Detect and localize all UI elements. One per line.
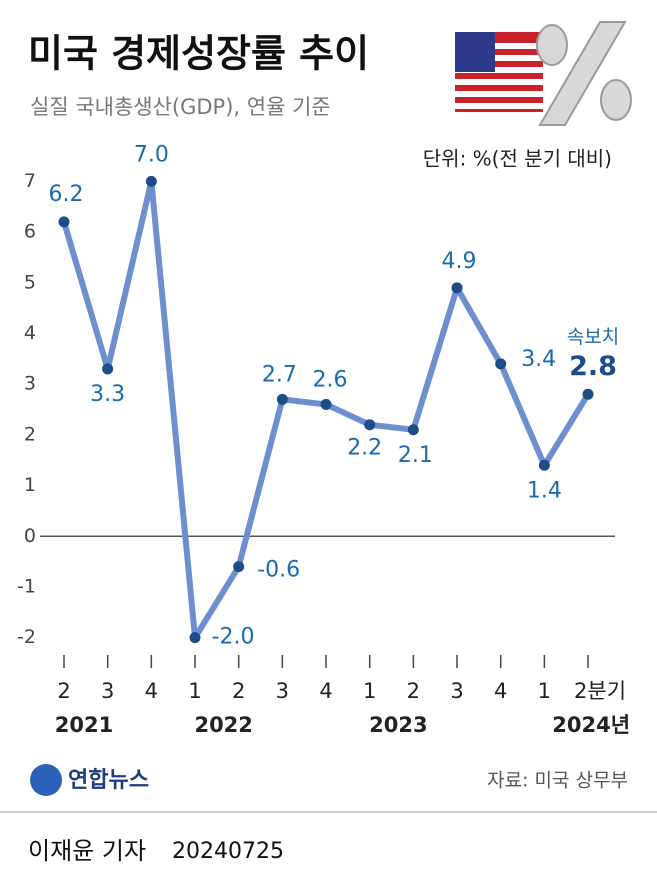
x-tick-label: 3	[450, 679, 463, 703]
logo: 연합뉴스	[30, 764, 149, 796]
unit-note: 단위: %(전 분기 대비)	[423, 147, 612, 171]
data-point	[364, 419, 376, 431]
data-point	[538, 459, 550, 471]
byline: 이재윤 기자	[28, 837, 146, 865]
x-tick-label: 3	[276, 679, 289, 703]
data-point	[320, 398, 332, 410]
y-tick-label: -1	[17, 575, 36, 597]
y-tick-label: 3	[24, 373, 36, 395]
value-label: 2.2	[347, 436, 382, 461]
data-point	[495, 358, 507, 370]
x-tick-label: 2	[232, 679, 245, 703]
y-tick-label: 0	[24, 525, 36, 547]
value-label: 2.6	[313, 367, 348, 392]
y-tick-label: 7	[24, 170, 36, 192]
annotation: 속보치	[567, 326, 619, 348]
data-point	[451, 282, 463, 294]
y-tick-label: 6	[24, 221, 36, 243]
value-label: 2.7	[262, 362, 297, 387]
data-point	[582, 388, 594, 400]
x-tick-label: 2분기	[574, 679, 626, 703]
title: 미국 경제성장률 추이	[28, 32, 369, 76]
y-tick-label: 5	[24, 271, 36, 293]
data-point	[58, 216, 70, 228]
value-label: 2.1	[398, 443, 433, 468]
value-label: 7.0	[134, 142, 169, 167]
data-point	[233, 561, 245, 573]
x-tick-label: 1	[363, 679, 376, 703]
year-label: 2021	[55, 713, 113, 737]
us-flag	[455, 32, 543, 112]
data-point	[145, 175, 157, 187]
x-tick-label: 3	[101, 679, 114, 703]
data-point	[189, 632, 201, 644]
subtitle: 실질 국내총생산(GDP), 연율 기준	[30, 95, 331, 119]
value-label: 2.8	[569, 351, 617, 382]
y-tick-label: 2	[24, 423, 36, 445]
x-tick-label: 4	[319, 679, 332, 703]
y-tick-label: 4	[24, 322, 36, 344]
date: 20240725	[172, 839, 284, 864]
percent-icon	[536, 21, 632, 126]
x-tick-label: 1	[538, 679, 551, 703]
year-label: 2022	[194, 713, 252, 737]
x-tick-label: 4	[145, 679, 158, 703]
x-tick-label: 4	[494, 679, 507, 703]
data-point	[276, 393, 288, 405]
y-tick-label: 1	[24, 474, 36, 496]
y-tick-label: -2	[17, 626, 36, 648]
x-tick-label: 2	[57, 679, 70, 703]
value-label: 6.2	[49, 182, 84, 207]
value-label: -2.0	[212, 625, 255, 650]
value-label: -0.6	[257, 558, 300, 583]
data-point	[102, 363, 114, 375]
source: 자료: 미국 상무부	[487, 770, 628, 792]
x-tick-label: 2	[407, 679, 420, 703]
year-label: 2024년	[552, 713, 630, 737]
data-point	[407, 424, 419, 436]
year-label: 2023	[369, 713, 427, 737]
value-label: 1.4	[527, 478, 562, 503]
value-label: 4.9	[442, 249, 477, 274]
value-label: 3.4	[521, 347, 556, 372]
logo-text: 연합뉴스	[68, 767, 149, 793]
value-label: 3.3	[90, 382, 125, 407]
x-tick-label: 1	[188, 679, 201, 703]
